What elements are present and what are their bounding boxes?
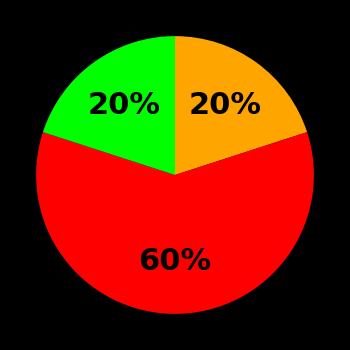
Text: 20%: 20% [88, 91, 161, 120]
Text: 60%: 60% [139, 247, 211, 275]
Text: 20%: 20% [189, 91, 262, 120]
Wedge shape [36, 132, 314, 314]
Wedge shape [43, 36, 175, 175]
Wedge shape [175, 36, 307, 175]
